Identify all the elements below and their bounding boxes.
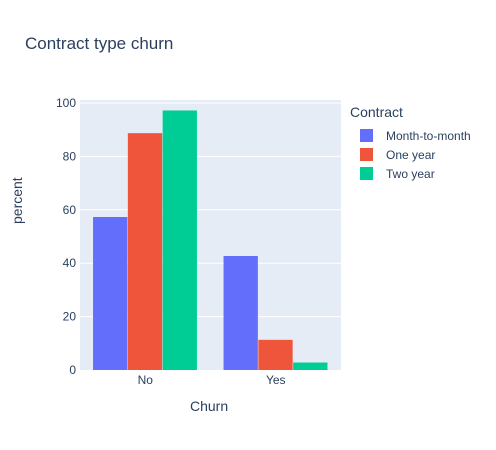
legend-label: One year xyxy=(386,147,436,162)
y-tick-label: 60 xyxy=(63,203,77,217)
legend-swatch xyxy=(360,129,373,142)
legend-title: Contract xyxy=(350,104,403,120)
x-tick-labels: No Yes xyxy=(138,373,286,387)
y-tick-label: 80 xyxy=(63,149,77,163)
legend-item-two-year[interactable]: Two year xyxy=(350,164,471,183)
bar-yes-month-to-month[interactable] xyxy=(223,255,258,370)
bar-no-one-year[interactable] xyxy=(127,133,163,370)
legend: Contract Month-to-month One year Two yea… xyxy=(350,104,471,183)
y-tick-label: 100 xyxy=(56,96,76,110)
legend-item-month-to-month[interactable]: Month-to-month xyxy=(350,126,471,145)
legend-swatch xyxy=(360,148,373,161)
legend-item-one-year[interactable]: One year xyxy=(350,145,471,164)
x-tick-label: Yes xyxy=(266,373,286,387)
bars xyxy=(93,110,328,370)
y-tick-label: 40 xyxy=(63,256,77,270)
legend-label: Two year xyxy=(386,166,435,181)
x-axis-title: Churn xyxy=(190,398,229,414)
bar-no-month-to-month[interactable] xyxy=(93,217,128,370)
bar-yes-one-year[interactable] xyxy=(258,339,293,370)
y-axis-title: percent xyxy=(9,177,25,224)
chart-title: Contract type churn xyxy=(25,34,174,53)
bar-no-two-year[interactable] xyxy=(162,110,197,370)
legend-swatch xyxy=(360,167,373,180)
bar-yes-two-year[interactable] xyxy=(293,362,328,370)
legend-label: Month-to-month xyxy=(386,128,471,143)
y-tick-labels: 0 20 40 60 80 100 xyxy=(56,96,76,377)
y-tick-label: 0 xyxy=(69,363,76,377)
y-tick-label: 20 xyxy=(63,310,77,324)
x-tick-label: No xyxy=(138,373,154,387)
